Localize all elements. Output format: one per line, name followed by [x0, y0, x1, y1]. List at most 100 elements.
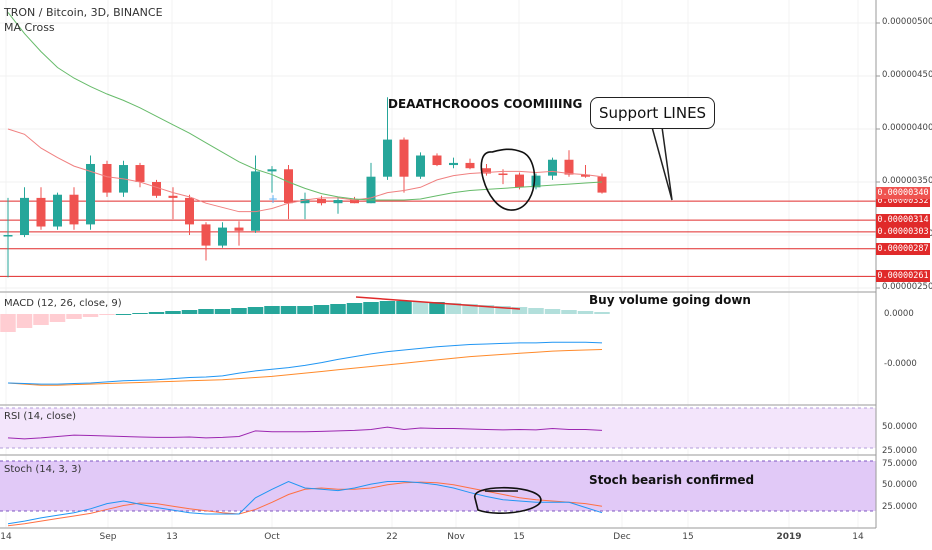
macd-histogram-bar — [33, 314, 49, 325]
x-tick-label: 22 — [386, 532, 398, 542]
macd-tick-label: 0.0000 — [884, 309, 914, 319]
candle-body — [185, 197, 194, 225]
candle-body — [366, 176, 376, 204]
support-callout: Support LINES — [590, 97, 716, 129]
moving-averages: + — [7, 12, 603, 213]
support-price-tag: 0.00000261 — [876, 270, 930, 283]
rsi-tick-label: 25.0000 — [882, 446, 918, 456]
candle-body — [20, 197, 29, 235]
macd-histogram-bar — [280, 306, 297, 314]
macd-histogram-bar — [544, 309, 561, 314]
support-price-tag: 0.00000303 — [876, 225, 930, 238]
macd-histogram-bar — [528, 308, 544, 314]
volume-annotation: Buy volume going down — [589, 293, 751, 307]
candle-body — [86, 163, 95, 225]
pane-frames — [0, 0, 877, 529]
candle-body — [465, 162, 475, 169]
rsi-label: RSI (14, close) — [4, 411, 77, 422]
rsi-pane — [7, 426, 603, 440]
macd-histogram-bar — [495, 306, 511, 314]
stoch-label: Stoch (14, 3, 3) — [4, 464, 82, 475]
x-tick-label: 2019 — [776, 532, 802, 542]
macd-histogram-bar — [247, 307, 264, 314]
stoch-pane — [7, 480, 603, 527]
x-tick-label: Nov — [447, 532, 465, 542]
ma-fast-line — [7, 128, 603, 213]
macd-histogram-bar — [313, 305, 330, 314]
stoch-band-fill — [0, 461, 876, 511]
price-tick-label: 0.00000400 — [882, 123, 932, 133]
x-tick-label: 14 — [0, 532, 12, 542]
candle-body — [152, 182, 161, 196]
x-tick-label: Oct — [264, 532, 280, 542]
macd-histogram-bar — [66, 314, 82, 319]
candle-body — [432, 155, 442, 166]
callout-pointer — [651, 126, 673, 201]
candle-body — [416, 155, 425, 177]
candle-body — [597, 176, 607, 193]
rsi-line — [7, 426, 603, 440]
macd-line — [7, 341, 603, 385]
macd-histogram-bar — [264, 306, 280, 314]
macd-histogram-bar — [462, 304, 478, 314]
candle-body — [3, 235, 13, 237]
x-tick-label: Sep — [99, 532, 117, 542]
price-tick-label: 0.00000450 — [882, 70, 932, 80]
candle-body — [53, 194, 62, 227]
macd-histogram-bar — [99, 314, 115, 315]
candle-body — [317, 198, 326, 204]
stoch-d-line — [7, 481, 603, 527]
candle-body — [168, 195, 178, 198]
cross-marker: + — [268, 192, 278, 206]
candle-body — [581, 174, 590, 177]
macd-histogram-bar — [148, 312, 165, 314]
candle-body — [218, 227, 227, 246]
candle-body — [135, 165, 145, 182]
support-price-tag: 0.00000287 — [876, 242, 930, 255]
rsi-tick-label: 50.0000 — [882, 422, 918, 432]
headline-annotation: DEAATHCROOOS COOMIIIING — [388, 97, 583, 111]
stoch-tick-label: 25.0000 — [882, 502, 918, 512]
candle-body — [399, 139, 409, 177]
macd-histogram-bar — [165, 311, 181, 314]
candle-body — [531, 175, 541, 188]
macd-histogram-bar — [49, 314, 66, 322]
macd-signal-line — [7, 348, 603, 386]
macd-histogram-bar — [0, 314, 16, 332]
macd-histogram-bar — [511, 307, 528, 314]
macd-histogram-bar — [478, 305, 495, 314]
support-lines — [0, 200, 876, 277]
macd-histogram-bar — [115, 314, 132, 315]
macd-histogram-bar — [396, 301, 412, 314]
macd-histogram-bar — [412, 302, 429, 314]
macd-histogram-bar — [181, 310, 198, 314]
x-tick-label: 13 — [166, 532, 178, 542]
candle-body — [300, 198, 310, 204]
candle-body — [515, 174, 524, 188]
macd-histogram-bar — [231, 308, 247, 314]
candle-body — [267, 169, 277, 172]
macd-histogram-bar — [379, 301, 396, 314]
candle-body — [482, 168, 491, 174]
support-price-tag: 0.00000314 — [876, 214, 930, 227]
macd-histogram-bar — [363, 302, 379, 314]
macd-histogram-bar — [594, 312, 610, 314]
macd-pane — [0, 301, 610, 386]
circle-drawing-main — [480, 148, 536, 211]
x-tick-label: Dec — [613, 532, 631, 542]
price-tick-label: 0.00000250 — [882, 282, 932, 292]
candle-body — [234, 227, 244, 231]
grid — [0, 0, 880, 528]
macd-histogram-bar — [577, 311, 594, 314]
stoch-band — [0, 460, 876, 512]
candle-body — [69, 194, 79, 225]
candle-body — [102, 163, 112, 193]
macd-histogram-bar — [330, 304, 346, 314]
macd-histogram-bar — [214, 309, 231, 314]
candle-body — [383, 139, 392, 177]
price-tick-label: 0.00000500 — [882, 17, 932, 27]
macd-histogram-bar — [82, 314, 99, 317]
macd-histogram-bar — [346, 303, 363, 314]
candle-body — [548, 159, 557, 176]
